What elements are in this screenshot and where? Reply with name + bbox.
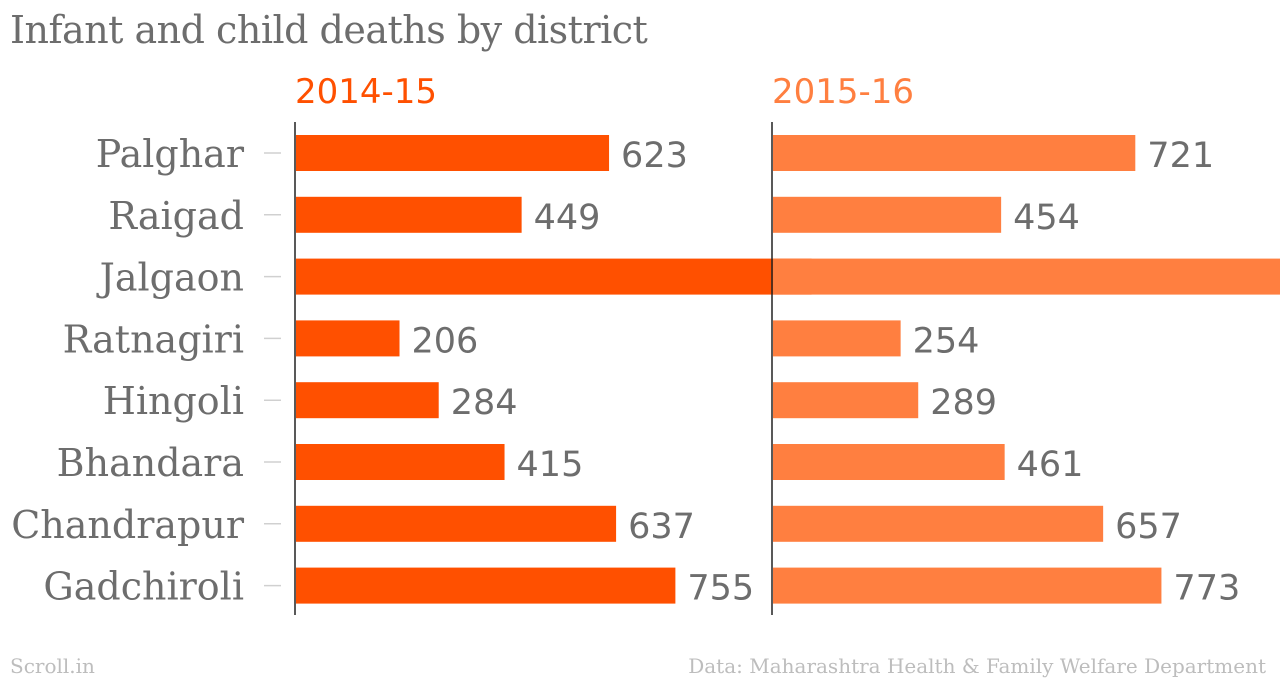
data-source: Data: Maharashtra Health & Family Welfar… (688, 654, 1266, 678)
bar (773, 444, 1005, 480)
category-label: Raigad (108, 194, 244, 238)
chart-title: Infant and child deaths by district (10, 8, 648, 52)
bar (773, 196, 1002, 233)
series-title: 2014-15 (295, 72, 437, 112)
bar (773, 505, 1104, 542)
data-label: 755 (687, 569, 754, 609)
data-label: 657 (1115, 507, 1182, 547)
publisher-credit: Scroll.in (10, 654, 95, 678)
bar (773, 567, 1162, 604)
bar (296, 135, 610, 171)
category-label: Chandrapur (11, 503, 245, 547)
category-label: Bhandara (57, 441, 244, 485)
data-label: 623 (621, 136, 688, 176)
category-label: Hingoli (103, 379, 244, 423)
bar (773, 135, 1136, 171)
bar (296, 196, 522, 233)
bar (773, 320, 901, 357)
data-label: 415 (517, 445, 584, 485)
bar (296, 567, 676, 604)
bar (296, 505, 617, 542)
data-label: 721 (1147, 136, 1214, 176)
data-label: 206 (412, 321, 479, 361)
category-label: Jalgaon (96, 256, 244, 300)
series-title: 2015-16 (772, 72, 914, 112)
bar (296, 320, 400, 357)
bar (773, 258, 1280, 295)
bar (296, 444, 505, 480)
category-label: Gadchiroli (43, 565, 244, 609)
data-label: 461 (1017, 445, 1084, 485)
data-label: 254 (913, 321, 980, 361)
bar (296, 382, 439, 419)
category-label: Ratnagiri (63, 317, 244, 361)
data-label: 773 (1173, 569, 1240, 609)
category-label: Palghar (96, 132, 245, 176)
data-label: 284 (451, 383, 518, 423)
data-label: 637 (628, 507, 695, 547)
data-label: 449 (534, 198, 601, 238)
data-label: 289 (930, 383, 997, 423)
bar (773, 382, 919, 419)
data-label: 454 (1013, 198, 1080, 238)
bar (296, 258, 812, 295)
